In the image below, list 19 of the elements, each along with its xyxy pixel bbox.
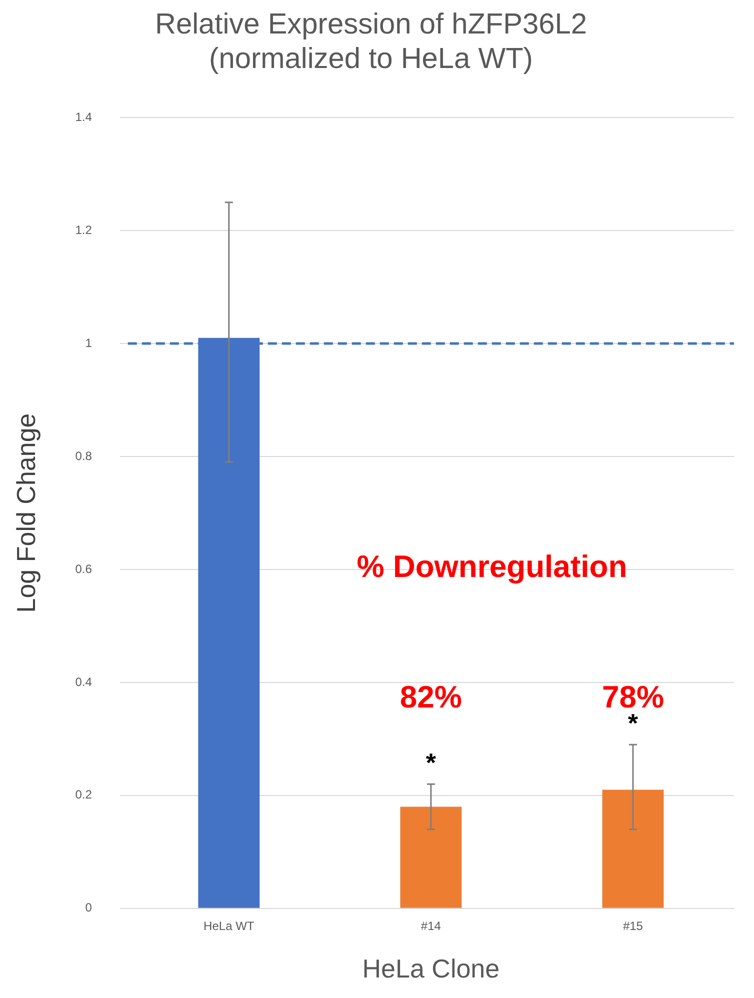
annotation: 82%: [400, 679, 462, 714]
annotation: % Downregulation: [356, 548, 628, 584]
y-tick-label: 0: [85, 900, 92, 915]
y-axis-title: Log Fold Change: [10, 413, 41, 613]
bar: [602, 790, 664, 908]
x-axis-title: HeLa Clone: [362, 954, 500, 984]
bar: [400, 806, 462, 908]
x-tick-label: HeLa WT: [204, 918, 255, 933]
chart-title: Relative Expression of hZFP36L2 (normalized to HeLa WT): [155, 8, 587, 76]
y-tick-label: 0.8: [75, 448, 92, 463]
y-tick-label: 1.4: [75, 110, 92, 124]
y-tick-label: 0.6: [75, 562, 92, 576]
y-tick-label: 0.2: [75, 788, 92, 802]
y-tick-label: 1: [85, 336, 92, 350]
y-tick-label: 1.2: [75, 222, 92, 237]
y-tick-label: 0.4: [75, 674, 92, 689]
annotation: *: [426, 747, 437, 778]
x-tick-label: #14: [420, 918, 442, 933]
x-tick-label: #15: [622, 918, 644, 933]
